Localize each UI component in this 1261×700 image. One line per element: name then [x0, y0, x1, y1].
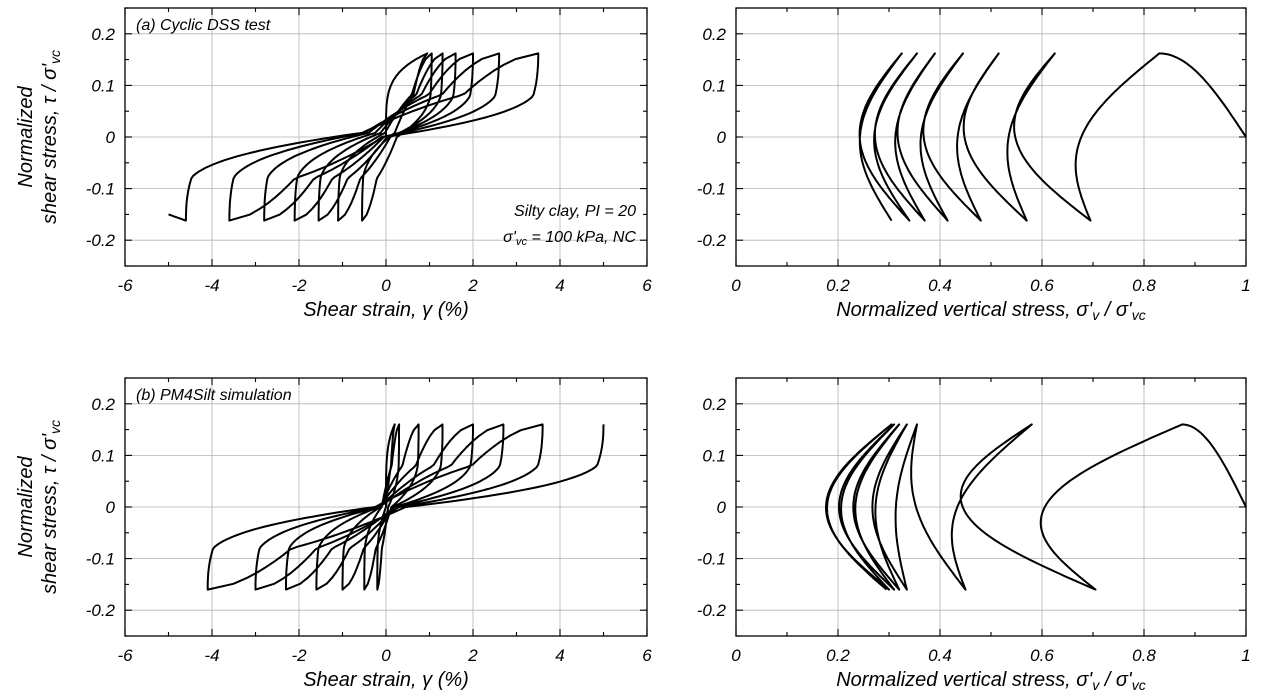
- y-tick-label: 0.1: [91, 446, 115, 465]
- y-tick-label: -0.2: [697, 231, 727, 250]
- y-axis-label-line2: shear stress, τ / σ'vc: [39, 50, 63, 224]
- x-tick-label: 6: [642, 276, 652, 295]
- annotation-line: Silty clay, PI = 20: [514, 203, 636, 220]
- y-axis-label: Normalized shear stress, τ / σ'vc: [15, 50, 63, 224]
- x-axis-label: Normalized vertical stress, σ'v / σ'vc: [836, 299, 1146, 323]
- y-axis-label: Normalized shear stress, τ / σ'vc: [15, 420, 63, 594]
- data-curve: [168, 52, 540, 222]
- x-tick-label: 4: [555, 646, 564, 665]
- y-tick-label: 0: [106, 128, 116, 147]
- x-tick-label: 0: [731, 276, 741, 295]
- y-tick-label: 0.2: [91, 25, 115, 44]
- x-tick-label: -6: [117, 646, 133, 665]
- y-tick-label: -0.1: [86, 550, 115, 569]
- y-tick-label: -0.1: [697, 550, 726, 569]
- x-tick-label: 1: [1241, 646, 1250, 665]
- y-tick-label: -0.2: [86, 601, 116, 620]
- y-tick-label: 0: [717, 498, 727, 517]
- x-tick-label: 0: [731, 646, 741, 665]
- y-tick-label: 0: [106, 498, 116, 517]
- data-curve: [825, 423, 1247, 591]
- y-axis-label-line2: shear stress, τ / σ'vc: [39, 420, 63, 594]
- x-tick-label: 2: [467, 646, 478, 665]
- x-axis-label: Normalized vertical stress, σ'v / σ'vc: [836, 669, 1146, 693]
- chart-panel-bottom-right: 0 0.2 0.4 0.6 0.8 1 -0.2 -0.1 0 0.1 0.2 Normalized …: [697, 377, 1251, 693]
- x-tick-label: -6: [117, 276, 133, 295]
- x-axis-label: Shear strain, γ (%): [303, 669, 469, 691]
- x-tick-label: 0.6: [1030, 646, 1054, 665]
- x-tick-label: 4: [555, 276, 564, 295]
- y-tick-label: 0.2: [91, 395, 115, 414]
- x-tick-label: 1: [1241, 276, 1250, 295]
- y-axis-label-line1: Normalized: [15, 86, 37, 188]
- y-axis-label-line1: Normalized: [15, 456, 37, 558]
- y-tick-label: 0: [717, 128, 727, 147]
- y-tick-label: -0.1: [697, 180, 726, 199]
- y-tick-label: 0.2: [702, 395, 726, 414]
- x-axis-label: Shear strain, γ (%): [303, 299, 469, 321]
- x-tick-label: 0.2: [826, 646, 850, 665]
- x-tick-label: 0: [381, 646, 391, 665]
- panel-title: (a) Cyclic DSS test: [136, 17, 271, 34]
- x-tick-label: -2: [291, 276, 307, 295]
- chart-panel-top-left: -6 -4 -2 0 2 4 6 -0.2 -0.1 0 0.1 0.2 Shear strain, γ…: [15, 7, 652, 321]
- x-tick-label: 0.6: [1030, 276, 1054, 295]
- x-tick-label: -4: [204, 646, 219, 665]
- annotation-line: σ'vc = 100 kPa, NC: [503, 229, 636, 248]
- data-curve: [858, 52, 1247, 222]
- x-tick-label: -2: [291, 646, 307, 665]
- y-tick-label: -0.2: [697, 601, 727, 620]
- x-tick-label: 0.8: [1132, 646, 1156, 665]
- y-tick-label: 0.1: [702, 76, 726, 95]
- x-tick-label: -4: [204, 276, 219, 295]
- x-tick-label: 6: [642, 646, 652, 665]
- x-tick-label: 0.4: [928, 646, 952, 665]
- y-tick-label: 0.1: [91, 76, 115, 95]
- x-tick-label: 0: [381, 276, 391, 295]
- chart-panel-bottom-left: -6 -4 -2 0 2 4 6 -0.2 -0.1 0 0.1 0.2 Shear strain, γ…: [15, 377, 652, 691]
- x-tick-label: 0.2: [826, 276, 850, 295]
- x-tick-label: 0.4: [928, 276, 952, 295]
- y-tick-label: 0.2: [702, 25, 726, 44]
- y-tick-label: 0.1: [702, 446, 726, 465]
- data-curve: [206, 423, 605, 591]
- x-tick-label: 2: [467, 276, 478, 295]
- x-tick-label: 0.8: [1132, 276, 1156, 295]
- panel-title: (b) PM4Silt simulation: [136, 387, 292, 404]
- y-tick-label: -0.1: [86, 180, 115, 199]
- chart-panel-top-right: 0 0.2 0.4 0.6 0.8 1 -0.2 -0.1 0 0.1 0.2 Normalized …: [697, 7, 1251, 323]
- y-tick-label: -0.2: [86, 231, 116, 250]
